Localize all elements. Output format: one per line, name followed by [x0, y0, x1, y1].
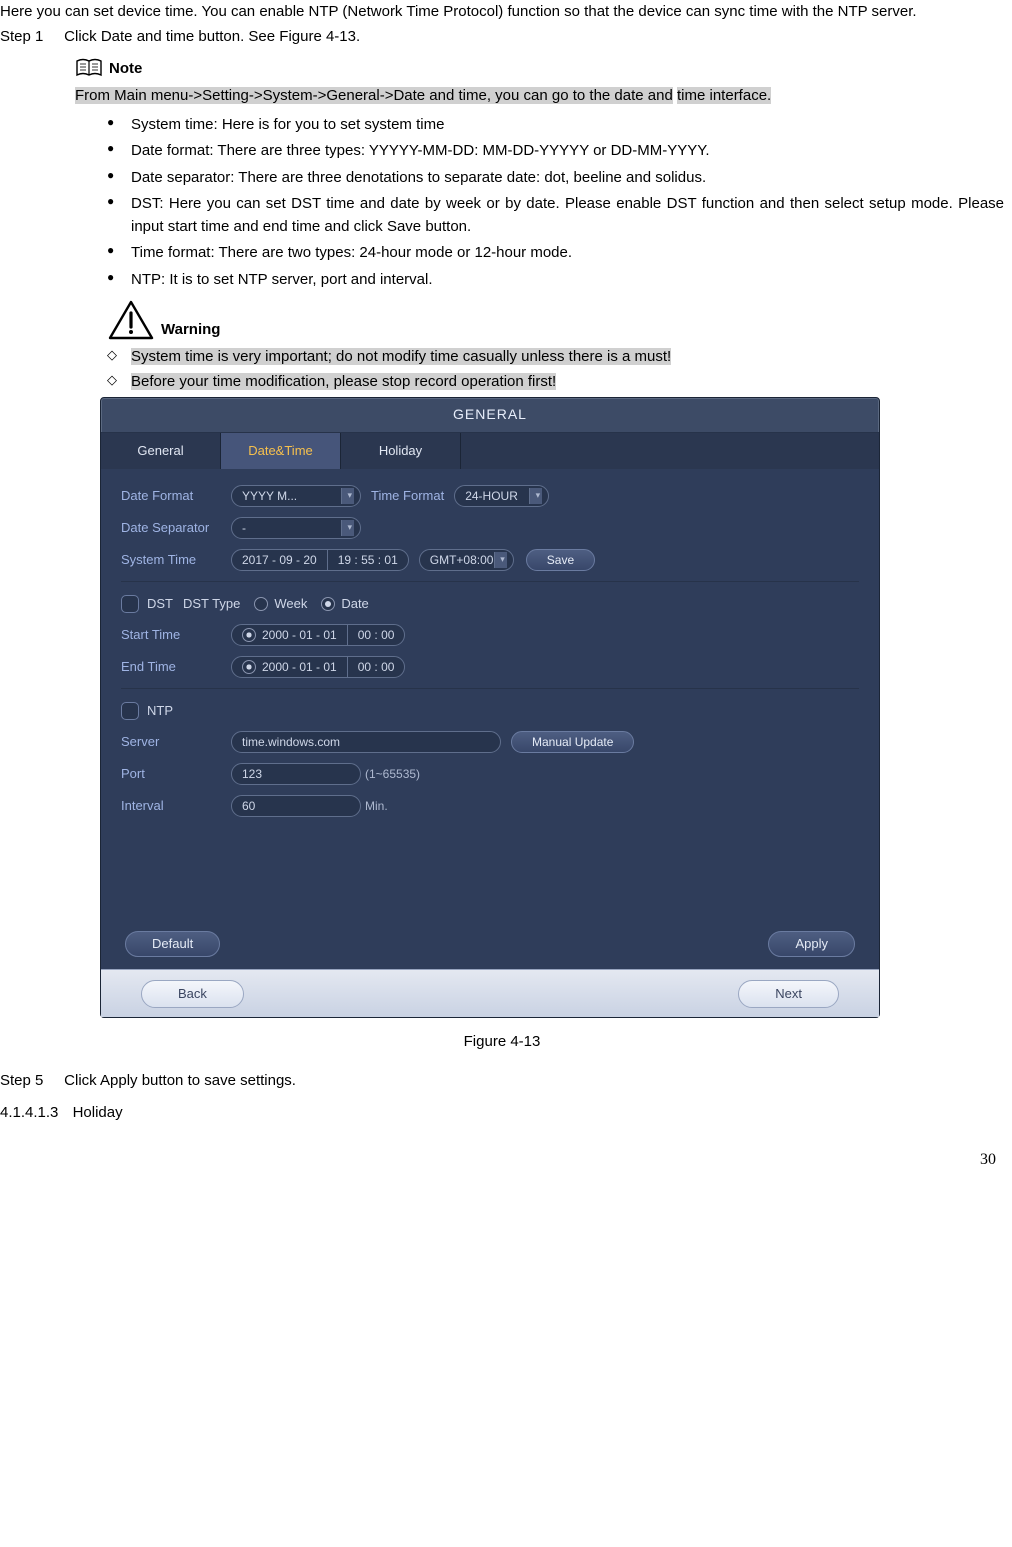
input-server[interactable]: time.windows.com	[231, 731, 501, 753]
note-text: From Main menu->Setting->System->General…	[75, 84, 1004, 107]
step-1-text: Click Date and time button. See Figure 4…	[64, 28, 360, 45]
page-number: 30	[0, 1148, 1004, 1173]
note-text-line1: From Main menu->Setting->System->General…	[75, 87, 673, 104]
save-button[interactable]: Save	[526, 549, 595, 571]
window-title: GENERAL	[101, 398, 879, 433]
system-time-field[interactable]: 2017 - 09 - 20 19 : 55 : 01	[231, 549, 409, 571]
sys-date-value[interactable]: 2017 - 09 - 20	[232, 550, 328, 570]
default-button[interactable]: Default	[125, 931, 220, 957]
end-time-value[interactable]: 00 : 00	[348, 657, 405, 677]
label-interval: Interval	[121, 796, 231, 816]
note-label: Note	[109, 57, 142, 80]
label-system-time: System Time	[121, 550, 231, 570]
warning-item-text: Before your time modification, please st…	[131, 373, 556, 390]
book-icon	[75, 57, 103, 79]
bullet-item: Date format: There are three types: YYYY…	[107, 139, 1004, 162]
dropdown-time-format[interactable]: 24-HOUR	[454, 485, 549, 507]
warning-icon	[107, 299, 155, 341]
dropdown-date-format[interactable]: YYYY M...	[231, 485, 361, 507]
clock-icon	[242, 660, 256, 674]
radio-week[interactable]	[254, 597, 268, 611]
label-start-time: Start Time	[121, 625, 231, 645]
radio-date[interactable]	[321, 597, 335, 611]
checkbox-dst[interactable]	[121, 595, 139, 613]
bullet-item: System time: Here is for you to set syst…	[107, 113, 1004, 136]
label-time-format: Time Format	[371, 486, 444, 506]
checkbox-ntp[interactable]	[121, 702, 139, 720]
label-date-separator: Date Separator	[121, 518, 231, 538]
apply-button[interactable]: Apply	[768, 931, 855, 957]
note-heading: Note	[75, 57, 1004, 80]
bottom-bar: Back Next	[101, 969, 879, 1017]
end-date-value[interactable]: 2000 - 01 - 01	[262, 658, 337, 677]
warning-label: Warning	[161, 318, 220, 341]
step-1-label: Step 1	[0, 25, 60, 48]
label-end-time: End Time	[121, 657, 231, 677]
warning-list: System time is very important; do not mo…	[107, 345, 1004, 394]
label-dst: DST	[147, 594, 173, 614]
start-time-value[interactable]: 00 : 00	[348, 625, 405, 645]
warning-heading: Warning	[107, 299, 1004, 341]
port-range: (1~65535)	[365, 765, 420, 784]
tab-general[interactable]: General	[101, 433, 221, 469]
step-5: Step 5 Click Apply button to save settin…	[0, 1069, 1004, 1092]
dropdown-timezone[interactable]: GMT+08:00	[419, 549, 514, 571]
step-5-text: Click Apply button to save settings.	[64, 1072, 296, 1089]
input-interval[interactable]: 60	[231, 795, 361, 817]
label-dst-type: DST Type	[183, 594, 240, 614]
back-button[interactable]: Back	[141, 980, 244, 1008]
figure-caption: Figure 4-13	[0, 1030, 1004, 1053]
input-port[interactable]: 123	[231, 763, 361, 785]
section-title: Holiday	[73, 1104, 123, 1121]
section-number: 4.1.4.1.3	[0, 1104, 58, 1121]
end-time-field[interactable]: 2000 - 01 - 01 00 : 00	[231, 656, 405, 678]
manual-update-button[interactable]: Manual Update	[511, 731, 634, 753]
bullet-item: Time format: There are two types: 24-hou…	[107, 241, 1004, 264]
intro-text: Here you can set device time. You can en…	[0, 0, 1004, 23]
bullet-item: Date separator: There are three denotati…	[107, 166, 1004, 189]
label-date: Date	[341, 594, 368, 614]
label-date-format: Date Format	[121, 486, 231, 506]
tab-bar: General Date&Time Holiday	[101, 433, 879, 469]
section-heading: 4.1.4.1.3 Holiday	[0, 1101, 1004, 1124]
dropdown-date-separator[interactable]: -	[231, 517, 361, 539]
bullet-item: DST: Here you can set DST time and date …	[107, 192, 1004, 239]
warning-item: System time is very important; do not mo…	[107, 345, 1004, 368]
tab-holiday[interactable]: Holiday	[341, 433, 461, 469]
note-text-line2: time interface.	[677, 87, 771, 104]
step-1: Step 1 Click Date and time button. See F…	[0, 25, 1004, 48]
step-5-label: Step 5	[0, 1069, 60, 1092]
label-server: Server	[121, 732, 231, 752]
bullet-list: System time: Here is for you to set syst…	[107, 113, 1004, 291]
tab-datetime[interactable]: Date&Time	[221, 433, 341, 469]
sys-time-value[interactable]: 19 : 55 : 01	[328, 550, 408, 570]
next-button[interactable]: Next	[738, 980, 839, 1008]
label-ntp: NTP	[147, 701, 173, 721]
label-port: Port	[121, 764, 231, 784]
warning-item: Before your time modification, please st…	[107, 370, 1004, 393]
label-week: Week	[274, 594, 307, 614]
clock-icon	[242, 628, 256, 642]
bullet-item: NTP: It is to set NTP server, port and i…	[107, 268, 1004, 291]
start-time-field[interactable]: 2000 - 01 - 01 00 : 00	[231, 624, 405, 646]
start-date-value[interactable]: 2000 - 01 - 01	[262, 626, 337, 645]
general-window: GENERAL General Date&Time Holiday Date F…	[100, 397, 880, 1018]
interval-unit: Min.	[365, 797, 388, 816]
warning-item-text: System time is very important; do not mo…	[131, 348, 671, 365]
